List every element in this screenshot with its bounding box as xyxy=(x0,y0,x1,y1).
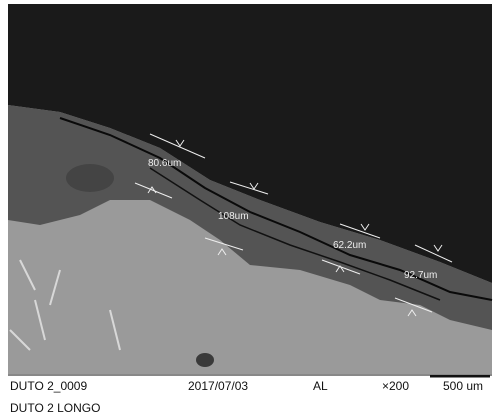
mode: AL xyxy=(313,379,328,393)
measurement-label: 62.2um xyxy=(333,240,366,251)
page: 80.6um 108um 62.2um 92.7um DUTO 2_0009 2… xyxy=(0,0,495,420)
inclusion xyxy=(196,353,214,367)
date: 2017/07/03 xyxy=(188,379,248,393)
measurement-label: 80.6um xyxy=(148,158,181,169)
magnification: ×200 xyxy=(382,379,409,393)
scale-label: 500 um xyxy=(443,379,483,393)
measurement-label: 92.7um xyxy=(404,270,437,281)
sample-id: DUTO 2_0009 xyxy=(10,379,87,393)
micrograph: 80.6um 108um 62.2um 92.7um xyxy=(8,4,492,374)
inclusion xyxy=(66,164,114,192)
info-bar: DUTO 2_0009 2017/07/03 AL ×200 500 um DU… xyxy=(8,375,492,415)
measurement-label: 108um xyxy=(218,211,249,222)
caption: DUTO 2 LONGO xyxy=(10,401,100,415)
